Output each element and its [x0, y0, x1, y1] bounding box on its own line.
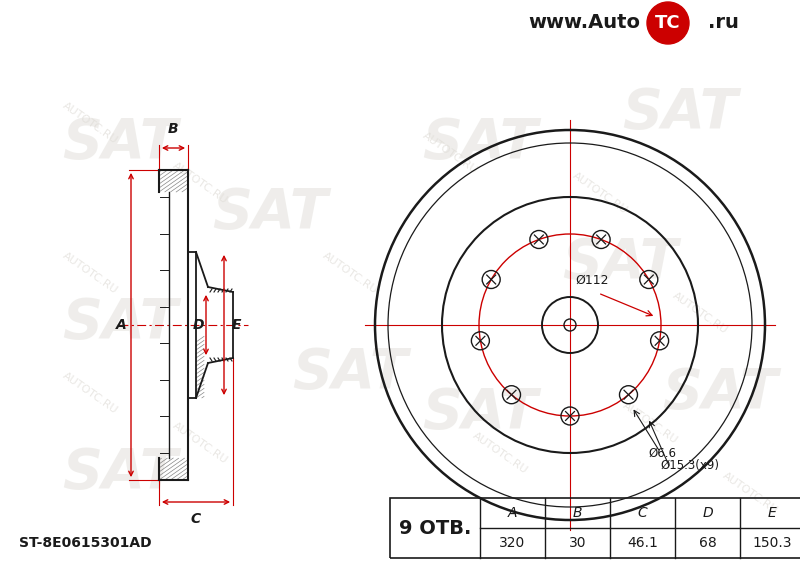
- Text: SAT: SAT: [62, 296, 178, 350]
- Text: AUTOTC.RU: AUTOTC.RU: [170, 421, 230, 466]
- Text: Ø6.6: Ø6.6: [648, 447, 676, 460]
- Text: C: C: [191, 512, 201, 526]
- Text: AUTOTC.RU: AUTOTC.RU: [170, 160, 230, 206]
- Text: 150.3: 150.3: [753, 536, 792, 550]
- Text: 320: 320: [499, 536, 526, 550]
- Text: 30: 30: [569, 536, 586, 550]
- Text: D: D: [702, 506, 713, 520]
- Text: AUTOTC.RU: AUTOTC.RU: [321, 250, 379, 296]
- Text: E: E: [768, 506, 777, 520]
- Text: TC: TC: [655, 14, 681, 32]
- Text: Ø112: Ø112: [575, 274, 609, 287]
- Text: AUTOTC.RU: AUTOTC.RU: [421, 131, 479, 176]
- Text: ST-8E0615301AD: ST-8E0615301AD: [18, 536, 151, 550]
- Text: .ru: .ru: [708, 14, 739, 33]
- Text: AUTOTC.RU: AUTOTC.RU: [570, 170, 630, 215]
- Text: AUTOTC.RU: AUTOTC.RU: [670, 291, 730, 336]
- Text: E: E: [232, 318, 242, 332]
- Text: AUTOTC.RU: AUTOTC.RU: [61, 250, 119, 296]
- Text: SAT: SAT: [62, 116, 178, 170]
- Text: A: A: [508, 506, 518, 520]
- Text: 9 ОТВ.: 9 ОТВ.: [399, 519, 471, 537]
- Text: SAT: SAT: [422, 386, 538, 440]
- Text: A: A: [116, 318, 126, 332]
- Text: SAT: SAT: [622, 86, 738, 140]
- Text: AUTOTC.RU: AUTOTC.RU: [721, 470, 779, 516]
- Text: 68: 68: [698, 536, 716, 550]
- Text: B: B: [573, 506, 582, 520]
- Text: AUTOTC.RU: AUTOTC.RU: [61, 100, 119, 146]
- Text: AUTOTC.RU: AUTOTC.RU: [470, 430, 530, 476]
- Text: D: D: [193, 318, 204, 332]
- Text: AUTOTC.RU: AUTOTC.RU: [621, 401, 679, 446]
- Circle shape: [647, 2, 689, 44]
- Text: www.Auto: www.Auto: [528, 14, 640, 33]
- Text: Ø15.3(x9): Ø15.3(x9): [660, 459, 719, 472]
- Text: SAT: SAT: [212, 186, 328, 240]
- Text: SAT: SAT: [422, 116, 538, 170]
- Text: SAT: SAT: [662, 366, 778, 420]
- Text: SAT: SAT: [292, 346, 408, 400]
- Text: C: C: [638, 506, 647, 520]
- Text: B: B: [168, 122, 179, 136]
- Bar: [390, 498, 800, 558]
- Text: AUTOTC.RU: AUTOTC.RU: [61, 370, 119, 415]
- Text: SAT: SAT: [62, 446, 178, 500]
- Text: 46.1: 46.1: [627, 536, 658, 550]
- Text: SAT: SAT: [562, 236, 678, 290]
